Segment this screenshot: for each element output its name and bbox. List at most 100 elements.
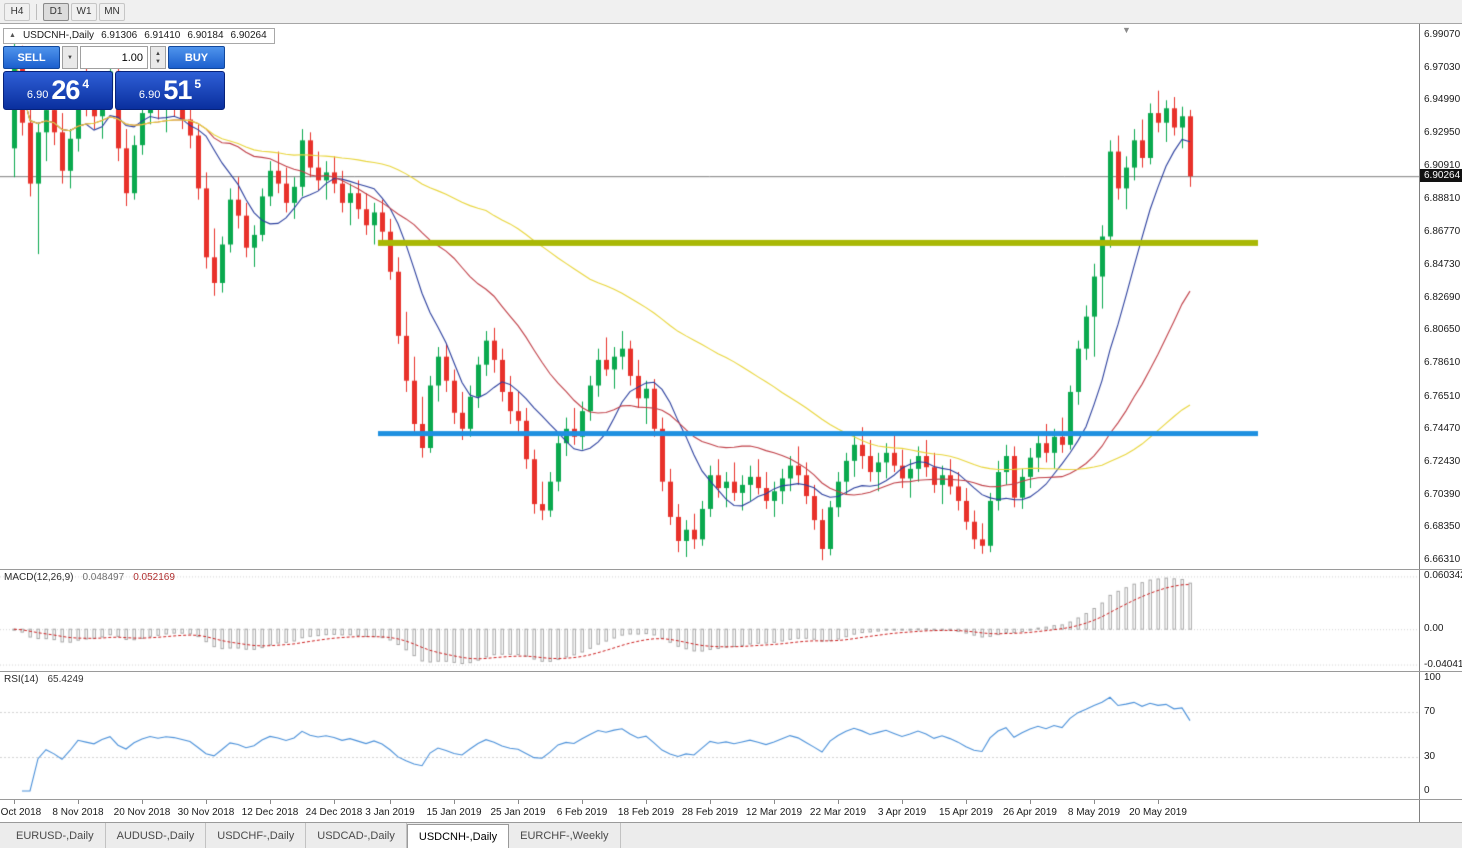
price-axis-label: 6.84730 bbox=[1424, 258, 1461, 270]
time-axis[interactable]: 29 Oct 2018 8 Nov 2018 20 Nov 2018 30 Nov 2… bbox=[0, 800, 1419, 822]
price-axis-label: 6.80650 bbox=[1424, 324, 1461, 336]
price-axis-label: 6.88810 bbox=[1424, 193, 1461, 205]
time-axis-label: 15 Apr 2019 bbox=[939, 807, 993, 818]
time-axis-label: 12 Dec 2018 bbox=[241, 807, 299, 818]
timeframe-toolbar: H4 D1 W1 MN bbox=[0, 0, 1462, 24]
chart-low-value: 6.90184 bbox=[187, 30, 224, 41]
buy-price-display[interactable]: 6.90 51 5 bbox=[115, 71, 225, 110]
time-axis-tick bbox=[1030, 800, 1031, 804]
timeframe-button-h4[interactable]: H4 bbox=[4, 2, 30, 21]
time-axis-label: 24 Dec 2018 bbox=[305, 807, 363, 818]
time-axis-label: 28 Feb 2019 bbox=[681, 807, 739, 818]
buy-price-pips: 51 bbox=[163, 75, 192, 105]
chart-tab-audusd-daily[interactable]: AUDUSD-,Daily bbox=[106, 823, 207, 848]
buy-price-prefix: 6.90 bbox=[138, 89, 161, 101]
rsi-axis[interactable]: 100 70 30 0 bbox=[1419, 672, 1462, 799]
price-axis-label: 6.90910 bbox=[1424, 159, 1461, 171]
macd-indicator-panel: MACD(12,26,9) 0.048497 0.052169 bbox=[0, 570, 1419, 671]
chart-tab-usdcad-daily[interactable]: USDCAD-,Daily bbox=[306, 823, 407, 848]
chart-shift-marker-icon[interactable]: ▼ bbox=[1122, 25, 1131, 35]
toolbar-separator bbox=[36, 3, 37, 20]
time-axis-tick bbox=[334, 800, 335, 804]
price-axis-label: 6.82690 bbox=[1424, 291, 1461, 303]
price-axis-label: 6.86770 bbox=[1424, 226, 1461, 238]
price-axis-label: 6.97030 bbox=[1424, 61, 1461, 73]
time-axis-label: 30 Nov 2018 bbox=[177, 807, 235, 818]
chart-tab-eurusd-daily[interactable]: EURUSD-,Daily bbox=[5, 823, 106, 848]
time-axis-label: 6 Feb 2019 bbox=[556, 807, 608, 818]
time-axis-tick bbox=[774, 800, 775, 804]
timeframe-button-d1[interactable]: D1 bbox=[43, 2, 69, 21]
time-axis-tick bbox=[206, 800, 207, 804]
price-axis-label: 6.78610 bbox=[1424, 356, 1461, 368]
chart-symbol-label: USDCNH-,Daily bbox=[22, 30, 95, 41]
time-axis-label: 25 Jan 2019 bbox=[490, 807, 546, 818]
time-axis-label: 8 Nov 2018 bbox=[52, 807, 104, 818]
price-axis-label: 6.99070 bbox=[1424, 29, 1461, 41]
time-axis-label: 26 Apr 2019 bbox=[1003, 807, 1057, 818]
time-axis-label: 3 Apr 2019 bbox=[877, 807, 927, 818]
macd-chart-canvas[interactable] bbox=[0, 570, 1419, 671]
chart-tab-eurchf-weekly[interactable]: EURCHF-,Weekly bbox=[509, 823, 621, 848]
volume-stepper[interactable]: ▲ ▼ bbox=[150, 46, 166, 69]
price-axis-label: 6.74470 bbox=[1424, 423, 1461, 435]
macd-axis-label: 0.00 bbox=[1424, 623, 1444, 635]
one-click-trading-panel: SELL ▼ ▲▼ BUY 6.90 26 4 6.90 51 5 bbox=[3, 46, 225, 110]
sell-price-display[interactable]: 6.90 26 4 bbox=[3, 71, 113, 110]
stepper-up-icon[interactable]: ▲ bbox=[155, 50, 161, 57]
time-axis-tick bbox=[902, 800, 903, 804]
price-axis-label: 6.94990 bbox=[1424, 94, 1461, 106]
stepper-down-icon[interactable]: ▼ bbox=[155, 58, 161, 65]
time-axis-tick bbox=[582, 800, 583, 804]
panel-separator[interactable] bbox=[0, 671, 1462, 672]
time-axis-label: 18 Feb 2019 bbox=[617, 807, 675, 818]
time-axis-label: 15 Jan 2019 bbox=[426, 807, 482, 818]
chart-high-value: 6.91410 bbox=[144, 30, 181, 41]
rsi-axis-label: 70 bbox=[1424, 705, 1436, 717]
timeframe-button-w1[interactable]: W1 bbox=[71, 2, 97, 21]
macd-axis-label: 0.060342 bbox=[1424, 570, 1462, 582]
time-axis-tick bbox=[14, 800, 15, 804]
rsi-axis-label: 0 bbox=[1424, 785, 1430, 796]
rsi-axis-label: 30 bbox=[1424, 751, 1436, 763]
rsi-indicator-label: RSI(14) 65.4249 bbox=[4, 674, 84, 685]
chart-open-value: 6.91306 bbox=[101, 30, 138, 41]
symbol-marker-icon[interactable]: ▲ bbox=[9, 32, 16, 39]
macd-axis-label: -0.040415 bbox=[1424, 658, 1462, 670]
price-axis-label: 6.66310 bbox=[1424, 554, 1461, 566]
time-axis-tick bbox=[142, 800, 143, 804]
panel-separator[interactable] bbox=[0, 569, 1462, 570]
time-axis-tick bbox=[454, 800, 455, 804]
price-axis-label: 6.68350 bbox=[1424, 521, 1461, 533]
buy-price-pipette: 5 bbox=[194, 77, 202, 91]
rsi-value: 65.4249 bbox=[47, 674, 84, 685]
macd-title: MACD(12,26,9) bbox=[4, 572, 74, 583]
macd-main-value: 0.048497 bbox=[82, 572, 125, 583]
chart-tab-usdchf-daily[interactable]: USDCHF-,Daily bbox=[206, 823, 307, 848]
macd-axis[interactable]: 0.060342 0.00 -0.040415 bbox=[1419, 570, 1462, 671]
rsi-chart-canvas[interactable] bbox=[0, 672, 1419, 799]
volume-input[interactable] bbox=[80, 46, 148, 69]
rsi-indicator-panel: RSI(14) 65.4249 bbox=[0, 672, 1419, 799]
macd-signal-value: 0.052169 bbox=[133, 572, 175, 583]
buy-button[interactable]: BUY bbox=[168, 46, 225, 69]
sell-button[interactable]: SELL bbox=[3, 46, 60, 69]
sell-price-pipette: 4 bbox=[82, 77, 90, 91]
price-chart-canvas[interactable] bbox=[0, 24, 1419, 569]
sell-price-pips: 26 bbox=[51, 75, 80, 105]
time-axis-tick bbox=[78, 800, 79, 804]
time-axis-tick bbox=[646, 800, 647, 804]
current-price-tag: 6.90264 bbox=[1420, 169, 1462, 183]
time-axis-tick bbox=[1094, 800, 1095, 804]
chart-tab-usdcnh-daily[interactable]: USDCNH-,Daily bbox=[406, 824, 510, 848]
price-axis-label: 6.92950 bbox=[1424, 127, 1461, 139]
price-axis-label: 6.72430 bbox=[1424, 455, 1461, 467]
time-axis-tick bbox=[270, 800, 271, 804]
volume-dropdown-icon[interactable]: ▼ bbox=[62, 46, 78, 69]
timeframe-button-mn[interactable]: MN bbox=[99, 2, 125, 21]
time-axis-label: 20 May 2019 bbox=[1129, 807, 1187, 818]
time-axis-label: 29 Oct 2018 bbox=[0, 807, 42, 818]
axis-corner bbox=[1419, 800, 1462, 822]
price-axis[interactable]: 6.90264 6.99070 6.97030 6.94990 6.92950 6.90… bbox=[1419, 24, 1462, 569]
